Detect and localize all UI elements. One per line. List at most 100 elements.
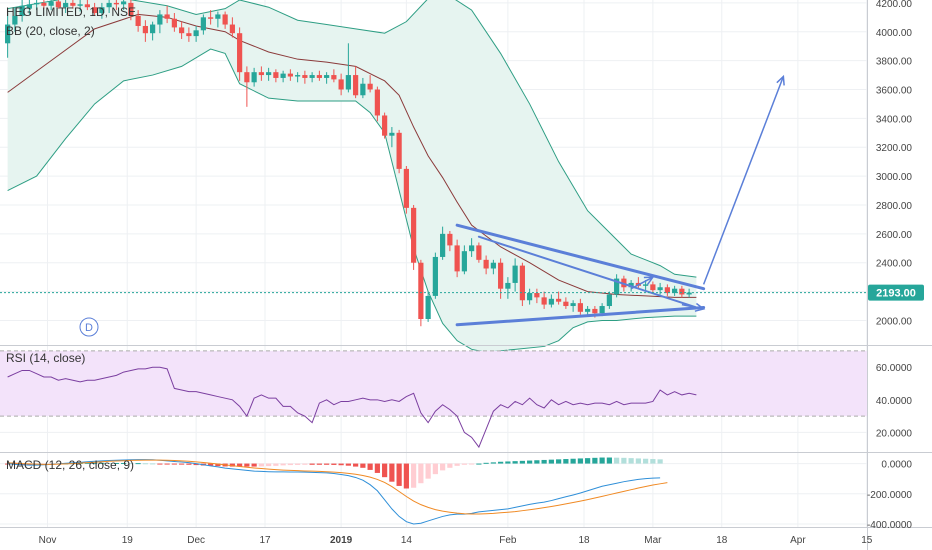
candle[interactable] — [208, 10, 214, 25]
candle[interactable] — [498, 258, 504, 299]
candle[interactable] — [215, 11, 221, 28]
price-axis[interactable]: 2000.002200.002400.002600.002800.003000.… — [867, 0, 912, 531]
trendline[interactable] — [455, 223, 706, 291]
candle[interactable] — [382, 112, 388, 139]
candle[interactable] — [186, 27, 192, 42]
candle[interactable] — [345, 43, 351, 93]
candle[interactable] — [41, 0, 47, 9]
candle[interactable] — [26, 0, 32, 15]
candle[interactable] — [34, 0, 40, 11]
candle[interactable] — [135, 10, 141, 32]
candle[interactable] — [643, 280, 649, 292]
candle[interactable] — [229, 17, 235, 38]
candle[interactable] — [142, 20, 148, 42]
candle[interactable] — [157, 10, 163, 34]
candle[interactable] — [577, 298, 583, 315]
candle[interactable] — [606, 291, 612, 309]
arrow-line[interactable] — [681, 303, 704, 310]
candle[interactable] — [295, 72, 301, 83]
candle[interactable] — [447, 230, 453, 252]
time-axis[interactable]: Nov 19 Dec 17 2019 14 Feb 18 Mar 18 Apr 15 — [39, 535, 873, 546]
candle[interactable] — [512, 258, 518, 292]
candle[interactable] — [672, 285, 678, 296]
candle[interactable] — [338, 73, 344, 96]
candle[interactable] — [374, 86, 380, 122]
candle[interactable] — [150, 21, 156, 41]
candle[interactable] — [164, 5, 170, 24]
candle[interactable] — [273, 69, 279, 83]
candle[interactable] — [84, 0, 90, 11]
candle[interactable] — [396, 129, 402, 174]
candle[interactable] — [461, 245, 467, 275]
candle[interactable] — [266, 67, 272, 81]
candle[interactable] — [316, 70, 322, 81]
macd-pane[interactable] — [0, 453, 868, 527]
candle[interactable] — [99, 2, 105, 19]
candle[interactable] — [280, 70, 286, 83]
signal-line[interactable] — [7, 459, 668, 515]
candle[interactable] — [287, 69, 293, 81]
candle[interactable] — [650, 281, 656, 294]
candle[interactable] — [309, 72, 315, 83]
candle[interactable] — [403, 166, 409, 214]
dividend-marker-icon[interactable] — [79, 317, 99, 337]
candle[interactable] — [106, 0, 112, 13]
candle[interactable] — [302, 70, 308, 84]
candle[interactable] — [505, 277, 511, 299]
candle[interactable] — [454, 239, 460, 278]
candle[interactable] — [490, 259, 496, 275]
candle[interactable] — [77, 0, 83, 12]
candle[interactable] — [63, 0, 69, 13]
candle[interactable] — [12, 7, 18, 32]
candle[interactable] — [179, 21, 185, 39]
rsi-line[interactable] — [7, 366, 697, 449]
candle[interactable] — [113, 0, 119, 11]
trendline[interactable] — [477, 235, 698, 309]
candle[interactable] — [519, 262, 525, 307]
candle[interactable] — [70, 0, 76, 9]
candle[interactable] — [171, 12, 177, 32]
candle[interactable] — [48, 0, 54, 11]
candle[interactable] — [541, 291, 547, 309]
candle[interactable] — [237, 27, 243, 81]
candle[interactable] — [548, 294, 554, 308]
candle[interactable] — [614, 274, 620, 298]
candle[interactable] — [19, 0, 25, 22]
candle[interactable] — [469, 238, 475, 257]
candle[interactable] — [483, 255, 489, 275]
arrow-line[interactable] — [630, 276, 654, 290]
candle[interactable] — [360, 77, 366, 99]
trendline[interactable] — [455, 305, 706, 327]
arrow-line[interactable] — [702, 76, 785, 285]
candle[interactable] — [527, 288, 533, 305]
candle[interactable] — [200, 14, 206, 35]
candle[interactable] — [55, 0, 61, 9]
candle[interactable] — [534, 288, 540, 304]
candle[interactable] — [425, 291, 431, 322]
candle[interactable] — [440, 226, 446, 260]
candle[interactable] — [5, 12, 11, 58]
candle[interactable] — [570, 300, 576, 312]
candle[interactable] — [331, 69, 337, 83]
candle[interactable] — [432, 252, 438, 299]
macd-line[interactable] — [7, 459, 661, 525]
rsi-pane[interactable] — [0, 346, 868, 452]
candle[interactable] — [679, 285, 685, 298]
candle[interactable] — [664, 284, 670, 296]
candle[interactable] — [367, 75, 373, 93]
candle[interactable] — [556, 291, 562, 305]
candle[interactable] — [244, 66, 250, 107]
bb-upper-line[interactable] — [7, 0, 697, 278]
candle[interactable] — [251, 67, 257, 87]
candle[interactable] — [411, 204, 417, 270]
main-pane[interactable] — [0, 0, 868, 353]
candle[interactable] — [563, 297, 569, 309]
candle[interactable] — [476, 242, 482, 263]
candle[interactable] — [92, 2, 98, 16]
candle[interactable] — [193, 25, 199, 42]
candle[interactable] — [128, 0, 134, 21]
candle[interactable] — [258, 66, 264, 81]
candle[interactable] — [121, 0, 127, 11]
candle[interactable] — [324, 72, 330, 84]
